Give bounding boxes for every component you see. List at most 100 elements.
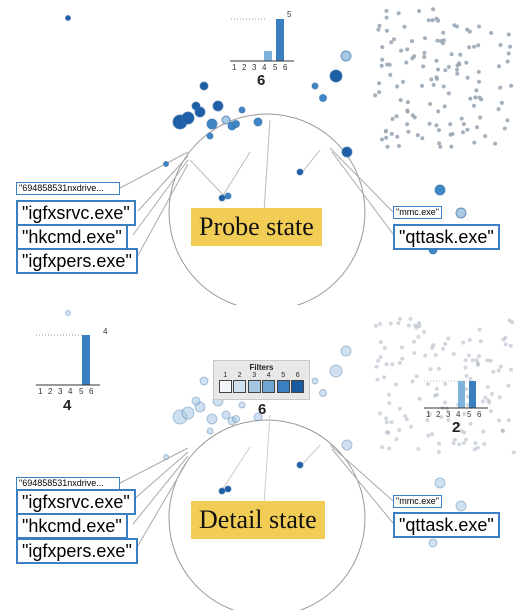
histogram-bar[interactable] (458, 381, 465, 408)
process-node[interactable] (455, 207, 467, 219)
process-node[interactable] (206, 413, 218, 425)
process-node[interactable] (163, 454, 169, 460)
process-node[interactable] (434, 184, 446, 196)
process-node[interactable] (434, 477, 446, 489)
scatter-point (434, 58, 439, 63)
filters-count: 6 (258, 401, 267, 418)
scatter-point (398, 98, 403, 103)
scatter-point (388, 321, 393, 326)
filter-swatch[interactable] (233, 380, 247, 393)
process-node[interactable] (311, 82, 319, 90)
process-node[interactable] (206, 427, 214, 435)
scatter-point (426, 433, 431, 438)
detail-label-qttask[interactable]: "qttask.exe" (393, 512, 500, 538)
probe-label-qttask[interactable]: "qttask.exe" (393, 224, 500, 250)
process-node[interactable] (163, 161, 169, 167)
filter-swatch[interactable] (262, 380, 276, 393)
scatter-point (377, 90, 382, 95)
filters-panel[interactable]: Filters 1 2 3 4 5 6 (213, 360, 310, 400)
process-node[interactable] (253, 412, 263, 422)
histogram-bar[interactable] (264, 51, 272, 61)
scatter-point (506, 418, 511, 423)
histogram-bar[interactable] (469, 381, 476, 408)
scatter-point (491, 369, 496, 374)
detail-label-igfxpers[interactable]: "igfxpers.exe" (16, 538, 138, 564)
scatter-point (420, 83, 424, 88)
process-node[interactable] (199, 81, 209, 91)
scatter-point (415, 133, 420, 138)
scatter-point (449, 52, 454, 57)
process-node[interactable] (253, 117, 263, 127)
filter-swatch[interactable] (247, 380, 261, 393)
histogram-tick: 2 (242, 63, 247, 72)
scatter-point (384, 15, 389, 20)
scatter-point (505, 118, 510, 123)
process-node[interactable] (238, 401, 246, 409)
probe-lens-circle[interactable] (168, 113, 366, 305)
probe-label-mmc[interactable]: "mmc.exe" (393, 206, 442, 219)
process-node[interactable] (232, 120, 240, 128)
histogram-bar[interactable] (276, 19, 284, 61)
filter-swatch[interactable] (218, 380, 232, 393)
scatter-point (493, 141, 498, 146)
detail-lens-circle[interactable] (168, 419, 366, 610)
process-node[interactable] (191, 396, 201, 406)
process-node[interactable] (218, 487, 226, 495)
process-node[interactable] (428, 538, 438, 548)
probe-state-label: Probe state (191, 208, 322, 246)
process-node[interactable] (340, 345, 352, 357)
process-node[interactable] (221, 410, 231, 420)
process-node[interactable] (181, 406, 195, 420)
scatter-point (467, 29, 472, 34)
probe-label-nxdrive[interactable]: "694858531nxdrive... (16, 182, 120, 195)
process-node[interactable] (238, 106, 246, 114)
process-node[interactable] (221, 115, 231, 125)
scatter-point (428, 367, 433, 372)
scatter-point (386, 430, 391, 435)
probe-label-hkcmd[interactable]: "hkcmd.exe" (16, 224, 128, 250)
scatter-point (416, 334, 421, 339)
scatter-point (399, 48, 404, 53)
filter-swatch[interactable] (276, 380, 290, 393)
process-node[interactable] (311, 377, 319, 385)
process-node[interactable] (319, 94, 327, 102)
process-node[interactable] (181, 111, 195, 125)
process-node[interactable] (296, 461, 304, 469)
scatter-point (436, 449, 441, 454)
process-node[interactable] (340, 50, 352, 62)
process-node[interactable] (65, 15, 71, 21)
detail-label-mmc[interactable]: "mmc.exe" (393, 495, 442, 508)
process-node[interactable] (232, 415, 240, 423)
scatter-point (485, 385, 490, 389)
scatter-point (497, 64, 501, 69)
scatter-point (406, 323, 411, 328)
scatter-point (472, 44, 477, 49)
process-node[interactable] (224, 192, 232, 200)
process-node[interactable] (199, 376, 209, 386)
process-node[interactable] (206, 132, 214, 140)
detail-label-hkcmd[interactable]: "hkcmd.exe" (16, 513, 128, 539)
process-node[interactable] (212, 100, 224, 112)
filter-swatch[interactable] (291, 380, 305, 393)
scatter-point (403, 414, 408, 419)
scatter-point (510, 320, 515, 325)
scatter-point (377, 411, 382, 416)
histogram-bar[interactable] (82, 335, 90, 385)
scatter-point (472, 140, 477, 145)
detail-label-igfxsrvc[interactable]: "igfxsrvc.exe" (16, 489, 136, 515)
process-node[interactable] (65, 310, 71, 316)
process-node[interactable] (218, 194, 226, 202)
probe-label-igfxsrvc[interactable]: "igfxsrvc.exe" (16, 200, 136, 226)
process-node[interactable] (296, 168, 304, 176)
process-node[interactable] (329, 69, 343, 83)
scatter-point (464, 387, 469, 392)
process-node[interactable] (329, 364, 343, 378)
process-node[interactable] (341, 146, 353, 158)
process-node[interactable] (319, 389, 327, 397)
probe-label-igfxpers[interactable]: "igfxpers.exe" (16, 248, 138, 274)
process-node[interactable] (206, 118, 218, 130)
process-node[interactable] (224, 485, 232, 493)
process-node[interactable] (455, 500, 467, 512)
process-node[interactable] (191, 101, 201, 111)
process-node[interactable] (341, 439, 353, 451)
